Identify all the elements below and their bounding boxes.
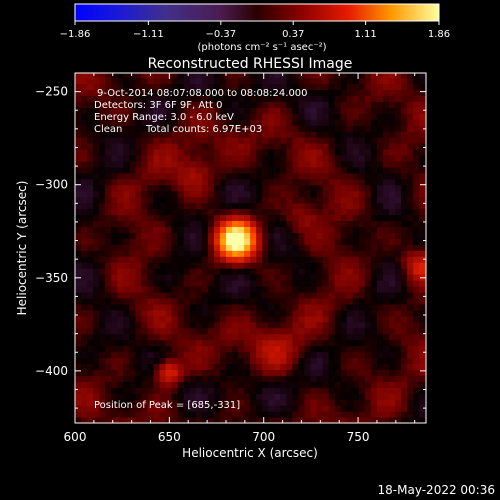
x-tick-label: 700: [252, 430, 275, 444]
info-energy-range: Energy Range: 3.0 - 6.0 keV: [94, 112, 234, 123]
colorbar-ticks: −1.86 −1.11 −0.37 0.37 1.11 1.86: [60, 21, 450, 40]
y-tick-label: −250: [35, 85, 68, 99]
x-axis-label: Heliocentric X (arcsec): [182, 446, 318, 460]
y-tick-label: −400: [35, 364, 68, 378]
plot-frame: [74, 72, 427, 424]
info-time-range: 9-Oct-2014 08:07:08.000 to 08:08:24.000: [97, 88, 308, 99]
colorbar-unit-label: (photons cm⁻² s⁻¹ asec⁻²): [197, 42, 326, 53]
y-tick-label: −350: [35, 271, 68, 285]
info-total-counts: Total counts: 6.97E+03: [145, 124, 262, 135]
info-detectors: Detectors: 3F 6F 9F, Att 0: [94, 100, 222, 111]
colorbar: [74, 3, 440, 22]
x-tick-label: 650: [158, 430, 181, 444]
colorbar-tick-label: −0.37: [205, 29, 236, 40]
y-axis-label: Heliocentric Y (arcsec): [15, 181, 29, 316]
chart-title: Reconstructed RHESSI Image: [148, 56, 353, 72]
info-method: Clean: [94, 124, 122, 135]
colorbar-tick-label: 1.11: [354, 29, 376, 40]
y-tick-label: −300: [35, 178, 68, 192]
x-axis-ticks: 600 650 700 750: [64, 73, 416, 444]
colorbar-tick-label: −1.86: [60, 29, 91, 40]
colorbar-tick-label: 0.37: [282, 29, 304, 40]
heatmap-image: [75, 73, 426, 423]
colorbar-tick-label: 1.86: [428, 29, 450, 40]
colorbar-tick-label: −1.11: [133, 29, 164, 40]
x-tick-label: 600: [64, 430, 87, 444]
x-tick-label: 750: [347, 430, 370, 444]
info-peak-position: Position of Peak = [685,-331]: [94, 400, 240, 411]
timestamp: 18-May-2022 00:36: [378, 483, 495, 497]
y-axis-ticks: −250 −300 −350 −400: [35, 85, 426, 409]
